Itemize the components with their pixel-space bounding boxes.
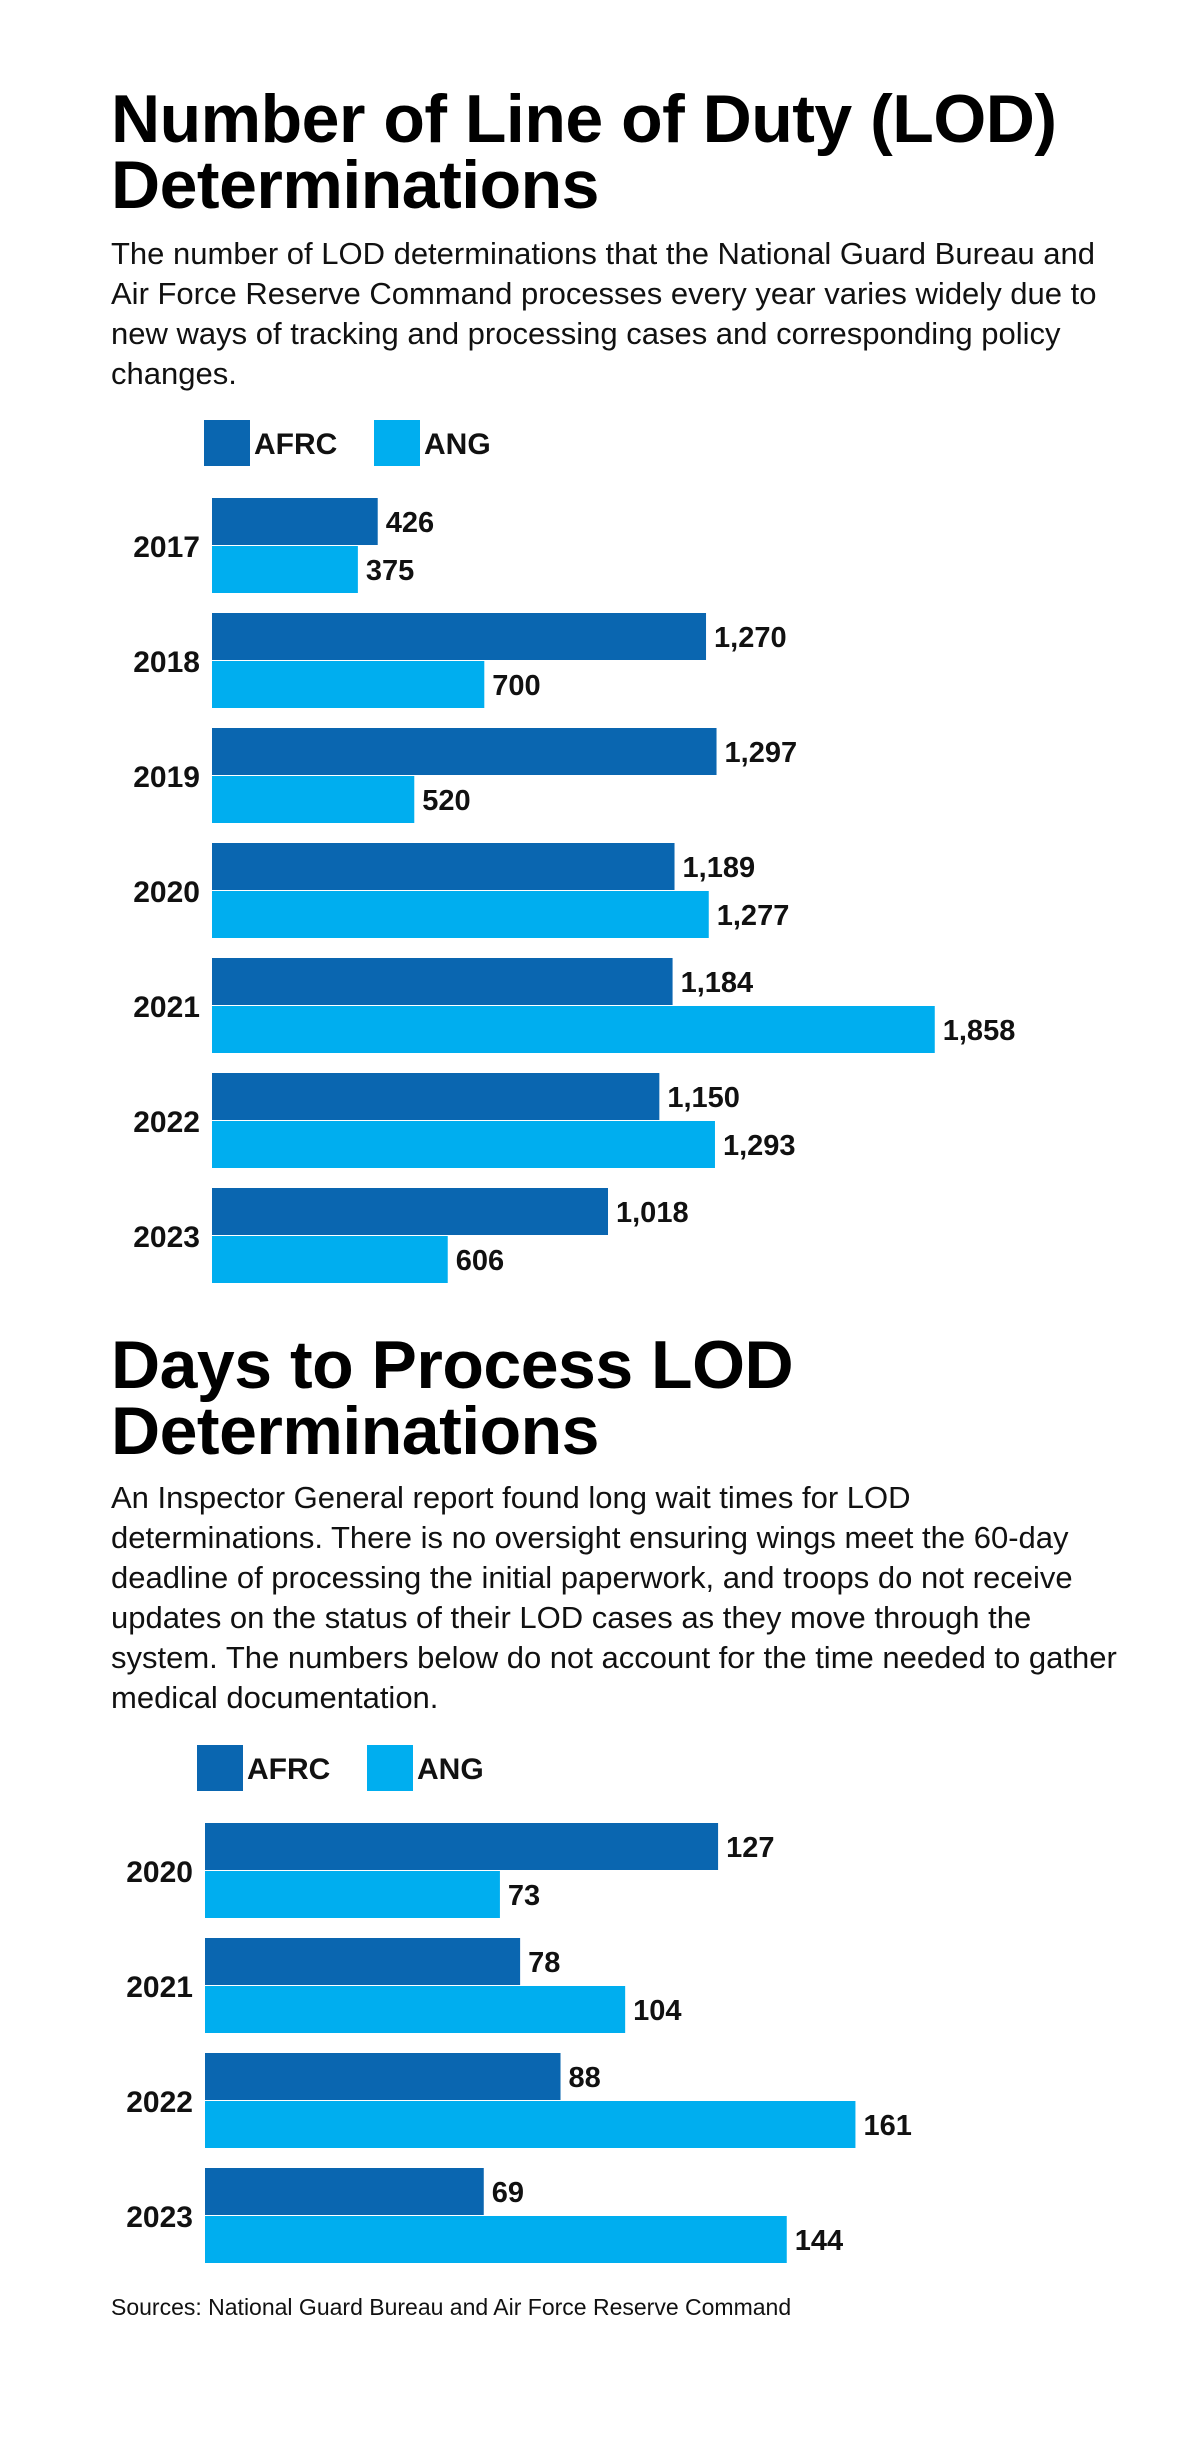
data-label-afrc-2023: 69 [492, 2177, 524, 2209]
data-label-afrc-2018: 1,270 [714, 622, 787, 654]
chart2-description: An Inspector General report found long w… [111, 1480, 1117, 1715]
data-label-ang-2021: 1,858 [943, 1015, 1016, 1047]
data-label-ang-2017: 375 [366, 555, 414, 587]
legend-swatch-afrc [204, 420, 250, 466]
bar-afrc-2021 [212, 958, 673, 1005]
category-label-2017: 2017 [133, 531, 200, 564]
legend-label-afrc: AFRC [254, 428, 337, 461]
data-label-afrc-2020: 127 [726, 1832, 774, 1864]
bar-ang-2022 [212, 1121, 715, 1168]
legend-swatch-ang [374, 420, 420, 466]
category-label-2023: 2023 [133, 1221, 200, 1254]
bar-ang-2017 [212, 546, 358, 593]
category-label-2023: 2023 [126, 2201, 193, 2234]
legend-swatch-afrc [197, 1745, 243, 1791]
bar-afrc-2017 [212, 498, 378, 545]
category-label-2022: 2022 [126, 2086, 193, 2119]
category-label-2021: 2021 [133, 991, 200, 1024]
legend-label-ang: ANG [417, 1753, 484, 1786]
data-label-afrc-2022: 1,150 [667, 1082, 740, 1114]
chart-svg: AFRC ANG 2017 426 375 2018 1,270 700 2019 1,297 52… [133, 420, 1016, 1283]
data-label-ang-2022: 161 [863, 2110, 911, 2142]
data-label-ang-2022: 1,293 [723, 1130, 796, 1162]
data-label-afrc-2017: 426 [386, 507, 434, 539]
bar-afrc-2022 [205, 2053, 561, 2100]
bar-ang-2019 [212, 776, 415, 823]
category-label-2018: 2018 [133, 646, 200, 679]
data-label-ang-2021: 104 [633, 1995, 681, 2027]
category-label-2020: 2020 [133, 876, 200, 909]
bar-afrc-2019 [212, 728, 717, 775]
bar-afrc-2021 [205, 1938, 521, 1985]
chart1-lod-determinations: AFRC ANG 2017 426 375 2018 1,270 700 2019 1,297 52… [0, 420, 1200, 1308]
data-label-afrc-2021: 78 [528, 1947, 560, 1979]
bar-ang-2018 [212, 661, 485, 708]
data-label-ang-2018: 700 [492, 670, 540, 702]
data-label-ang-2023: 144 [795, 2225, 843, 2257]
category-label-2020: 2020 [126, 1856, 193, 1889]
bar-ang-2020 [205, 1871, 500, 1918]
data-label-afrc-2023: 1,018 [616, 1197, 689, 1229]
legend-label-ang: ANG [424, 428, 491, 461]
data-label-ang-2020: 1,277 [717, 900, 790, 932]
sources-note: Sources: National Guard Bureau and Air F… [111, 2294, 792, 2320]
data-label-afrc-2022: 88 [569, 2062, 601, 2094]
chart2-title: Days to Process LOD Determinations [111, 1327, 794, 1469]
data-label-ang-2020: 73 [508, 1880, 540, 1912]
data-label-afrc-2019: 1,297 [725, 737, 798, 769]
data-label-ang-2023: 606 [456, 1245, 504, 1277]
bar-afrc-2020 [205, 1823, 719, 1870]
chart1-title: Number of Line of Duty (LOD) Determinati… [111, 81, 1057, 223]
data-label-afrc-2021: 1,184 [681, 967, 754, 999]
bar-afrc-2023 [212, 1188, 609, 1235]
chart-svg: AFRC ANG 2020 127 73 2021 78 104 2022 88 161 2023 69… [126, 1745, 912, 2263]
bar-afrc-2022 [212, 1073, 660, 1120]
category-label-2019: 2019 [133, 761, 200, 794]
bar-afrc-2020 [212, 843, 675, 890]
bar-ang-2023 [205, 2216, 787, 2263]
chart2-days-to-process: AFRC ANG 2020 127 73 2021 78 104 2022 88 161 2023 69… [0, 1745, 1200, 2288]
bar-ang-2021 [212, 1006, 935, 1053]
legend-swatch-ang [367, 1745, 413, 1791]
data-label-afrc-2020: 1,189 [683, 852, 756, 884]
bar-afrc-2018 [212, 613, 707, 660]
data-label-ang-2019: 520 [422, 785, 470, 817]
bar-ang-2023 [212, 1236, 448, 1283]
bar-afrc-2023 [205, 2168, 484, 2215]
bar-ang-2022 [205, 2101, 856, 2148]
chart1-description: The number of LOD determinations that th… [111, 236, 1097, 391]
bar-ang-2021 [205, 1986, 626, 2033]
category-label-2022: 2022 [133, 1106, 200, 1139]
bar-ang-2020 [212, 891, 709, 938]
category-label-2021: 2021 [126, 1971, 193, 2004]
legend-label-afrc: AFRC [247, 1753, 330, 1786]
